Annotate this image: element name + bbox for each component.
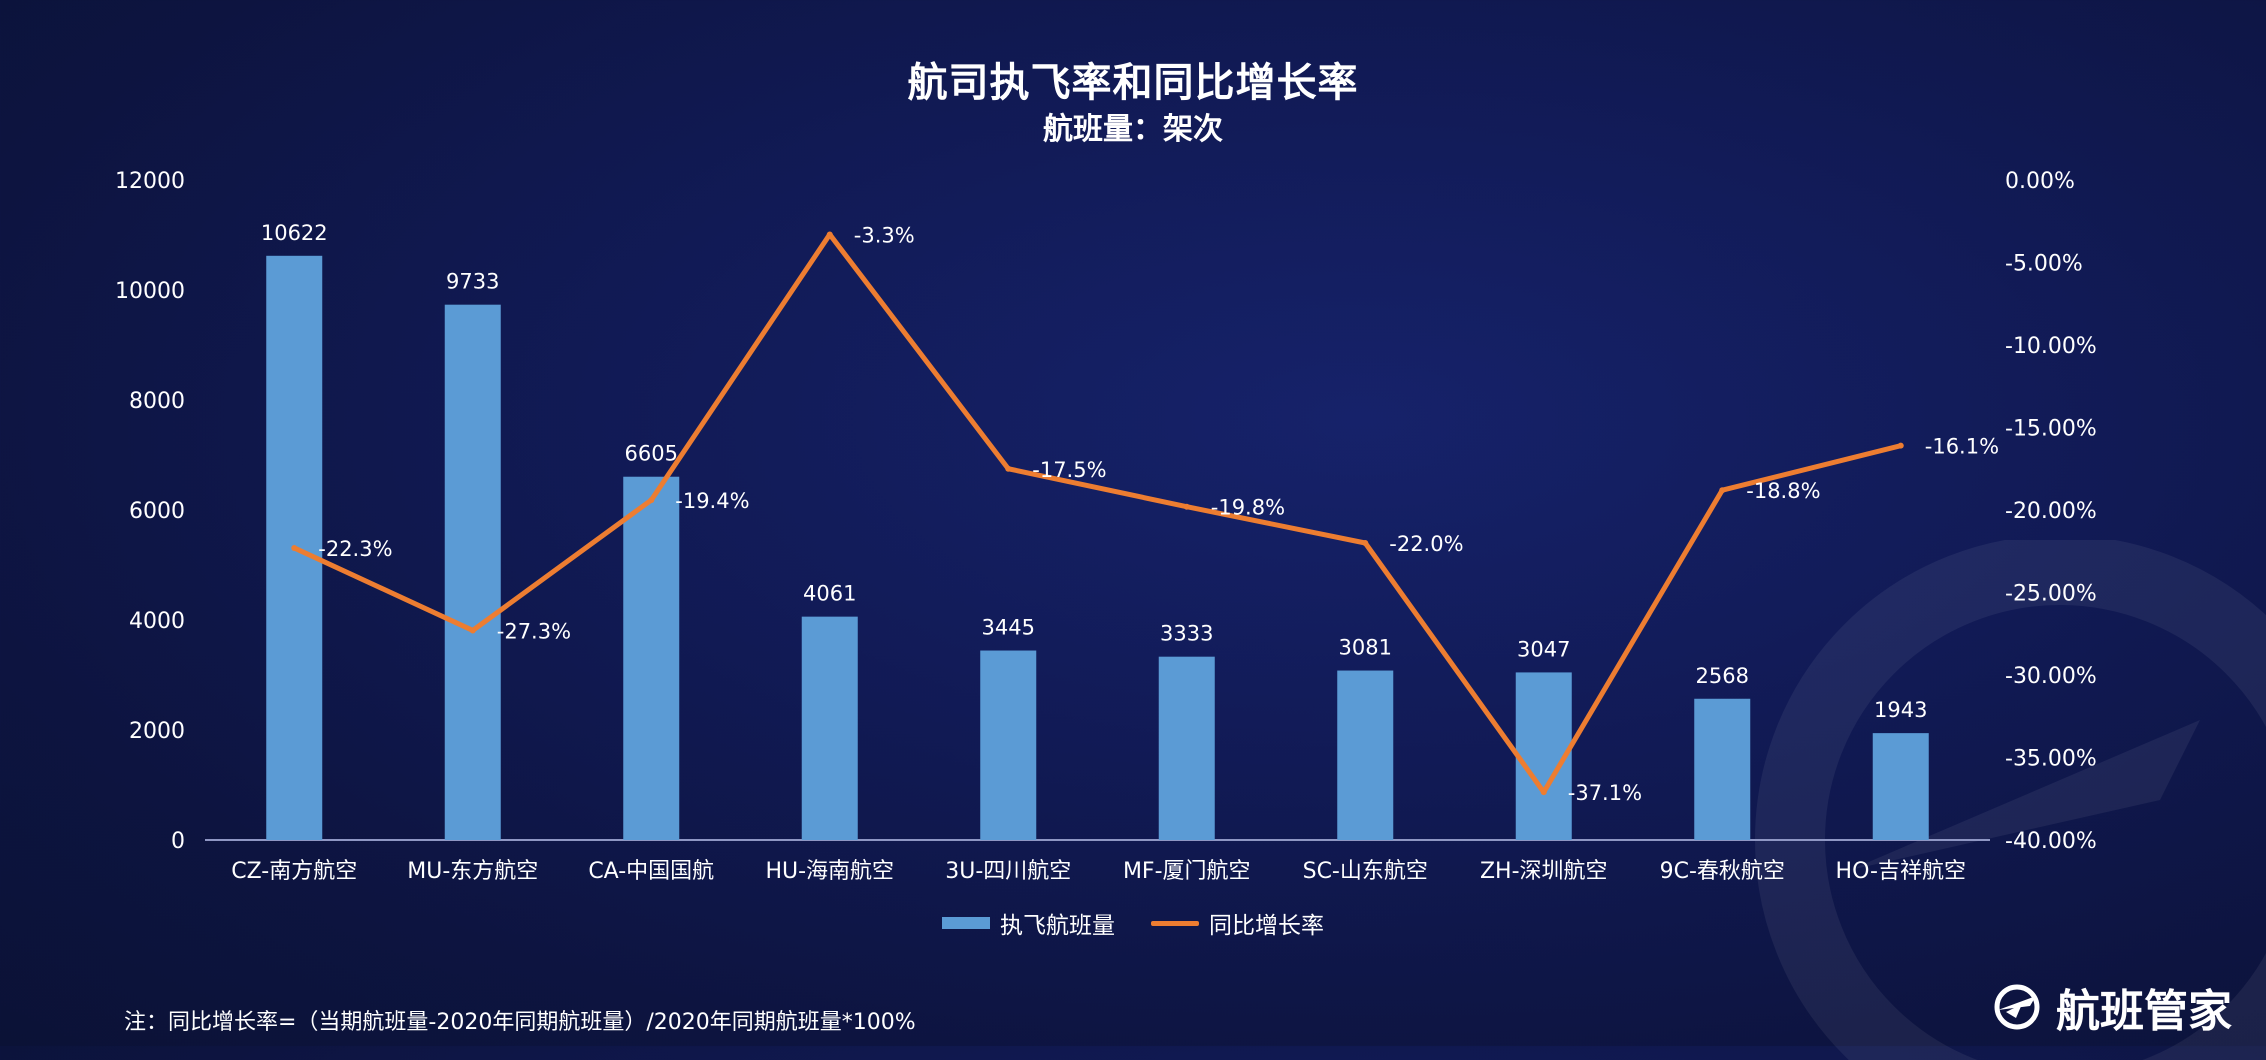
bar-value-label: 3047 — [1517, 637, 1570, 661]
growth-rate-label: -18.8% — [1746, 479, 1820, 503]
x-axis-label: SC-山东航空 — [1303, 859, 1428, 884]
growth-rate-point — [469, 627, 476, 634]
growth-rate-label: -19.8% — [1211, 496, 1285, 520]
left-axis-tick: 2000 — [129, 719, 185, 744]
x-axis-label: HO-吉祥航空 — [1836, 859, 1966, 884]
growth-rate-label: -22.3% — [318, 537, 392, 561]
bar — [1694, 698, 1751, 840]
right-axis-tick: -10.00% — [2005, 334, 2097, 359]
growth-rate-point — [1362, 540, 1369, 546]
growth-rate-label: -16.1% — [1925, 435, 1999, 459]
x-axis-label: 9C-春秋航空 — [1660, 859, 1785, 884]
bar — [1337, 670, 1394, 840]
left-axis-tick: 0 — [171, 829, 185, 854]
bar-value-label: 10622 — [261, 221, 328, 245]
bar-value-label: 1943 — [1874, 698, 1927, 722]
right-axis-tick: -40.00% — [2005, 829, 2097, 854]
right-axis-tick: -35.00% — [2005, 747, 2097, 772]
growth-rate-line — [291, 231, 1904, 795]
chart-subtitle: 航班量：架次 — [1043, 112, 1223, 147]
plane-logo-icon — [1994, 984, 2040, 1030]
growth-rate-point — [1897, 442, 1904, 449]
legend-item-line[interactable]: 同比增长率 — [1151, 906, 1324, 940]
x-axis-label: 3U-四川航空 — [945, 859, 1071, 884]
bar-value-label: 3333 — [1160, 622, 1213, 646]
left-axis-tick: 12000 — [115, 169, 185, 194]
right-axis-tick: 0.00% — [2005, 169, 2075, 194]
left-axis-tick: 4000 — [129, 609, 185, 634]
line-value-labels: -22.3% -27.3% -19.4% -3.3% -17.5% -19.8% -22.0… — [318, 223, 1999, 805]
legend-bar-swatch — [942, 917, 990, 929]
x-axis-label: ZH-深圳航空 — [1480, 859, 1608, 884]
x-axis-label: CA-中国国航 — [588, 859, 714, 884]
bar — [623, 476, 680, 840]
footnote: 注：同比增长率=（当期航班量-2020年同期航班量）/2020年同期航班量*10… — [124, 1010, 916, 1035]
bar-value-label: 2568 — [1696, 664, 1749, 688]
growth-rate-label: -17.5% — [1032, 458, 1106, 482]
x-axis-labels: CZ-南方航空 MU-东方航空 CA-中国国航 HU-海南航空 3U-四川航空 MF-厦门… — [231, 859, 1966, 884]
bar — [980, 650, 1037, 840]
growth-rate-label: -19.4% — [675, 489, 749, 513]
growth-rate-point — [1183, 503, 1190, 510]
growth-rate-label: -3.3% — [854, 223, 915, 247]
legend: 执飞航班量 同比增长率 — [0, 906, 2266, 940]
bar — [801, 616, 858, 840]
x-axis-label: MU-东方航空 — [407, 859, 538, 884]
growth-rate-point — [648, 497, 655, 504]
right-axis-tick: -30.00% — [2005, 664, 2097, 689]
chart-area: 0 2000 4000 6000 8000 10000 12000 -40.00% -35.0… — [115, 169, 2097, 884]
right-y-axis: -40.00% -35.00% -30.00% -25.00% -20.00% -15.0… — [2005, 169, 2097, 854]
right-axis-tick: -20.00% — [2005, 499, 2097, 524]
x-axis-label: MF-厦门航空 — [1123, 859, 1251, 884]
bar-value-label: 9733 — [446, 270, 499, 294]
brand-name: 航班管家 — [2056, 986, 2232, 1037]
right-axis-tick: -5.00% — [2005, 252, 2083, 277]
growth-rate-label: -37.1% — [1568, 781, 1642, 805]
x-axis-label: HU-海南航空 — [765, 859, 894, 884]
growth-rate-point — [291, 544, 298, 551]
x-axis-label: CZ-南方航空 — [231, 859, 357, 884]
chart-title: 航司执飞率和同比增长率 — [907, 60, 1359, 106]
legend-line-swatch — [1151, 920, 1199, 926]
bar — [1872, 733, 1929, 840]
bar — [1158, 656, 1215, 840]
right-axis-tick: -25.00% — [2005, 582, 2097, 607]
left-y-axis: 0 2000 4000 6000 8000 10000 12000 — [115, 169, 185, 854]
growth-rate-point — [1540, 789, 1547, 796]
growth-rate-label: -27.3% — [497, 619, 571, 643]
growth-rate-label: -22.0% — [1389, 532, 1463, 556]
bar-series — [266, 255, 1929, 841]
bar-value-label: 3081 — [1339, 636, 1392, 660]
growth-rate-point — [1005, 465, 1012, 472]
left-axis-tick: 6000 — [129, 499, 185, 524]
legend-line-label: 同比增长率 — [1209, 913, 1324, 939]
bar-value-label: 6605 — [625, 442, 678, 466]
right-axis-tick: -15.00% — [2005, 417, 2097, 442]
left-axis-tick: 8000 — [129, 389, 185, 414]
growth-rate-point — [1719, 487, 1726, 494]
legend-bar-label: 执飞航班量 — [1000, 913, 1115, 939]
bar-value-label: 4061 — [803, 582, 856, 606]
line-series — [291, 231, 1904, 796]
bar — [444, 304, 501, 840]
brand: 航班管家 — [1992, 975, 2232, 1039]
growth-rate-point — [826, 231, 833, 238]
bar-value-label: 3445 — [982, 616, 1035, 640]
legend-item-bars[interactable]: 执飞航班量 — [942, 906, 1115, 940]
left-axis-tick: 10000 — [115, 279, 185, 304]
bar-value-labels: 10622 9733 6605 4061 3445 3333 3081 3047 2568 194… — [261, 221, 1928, 722]
